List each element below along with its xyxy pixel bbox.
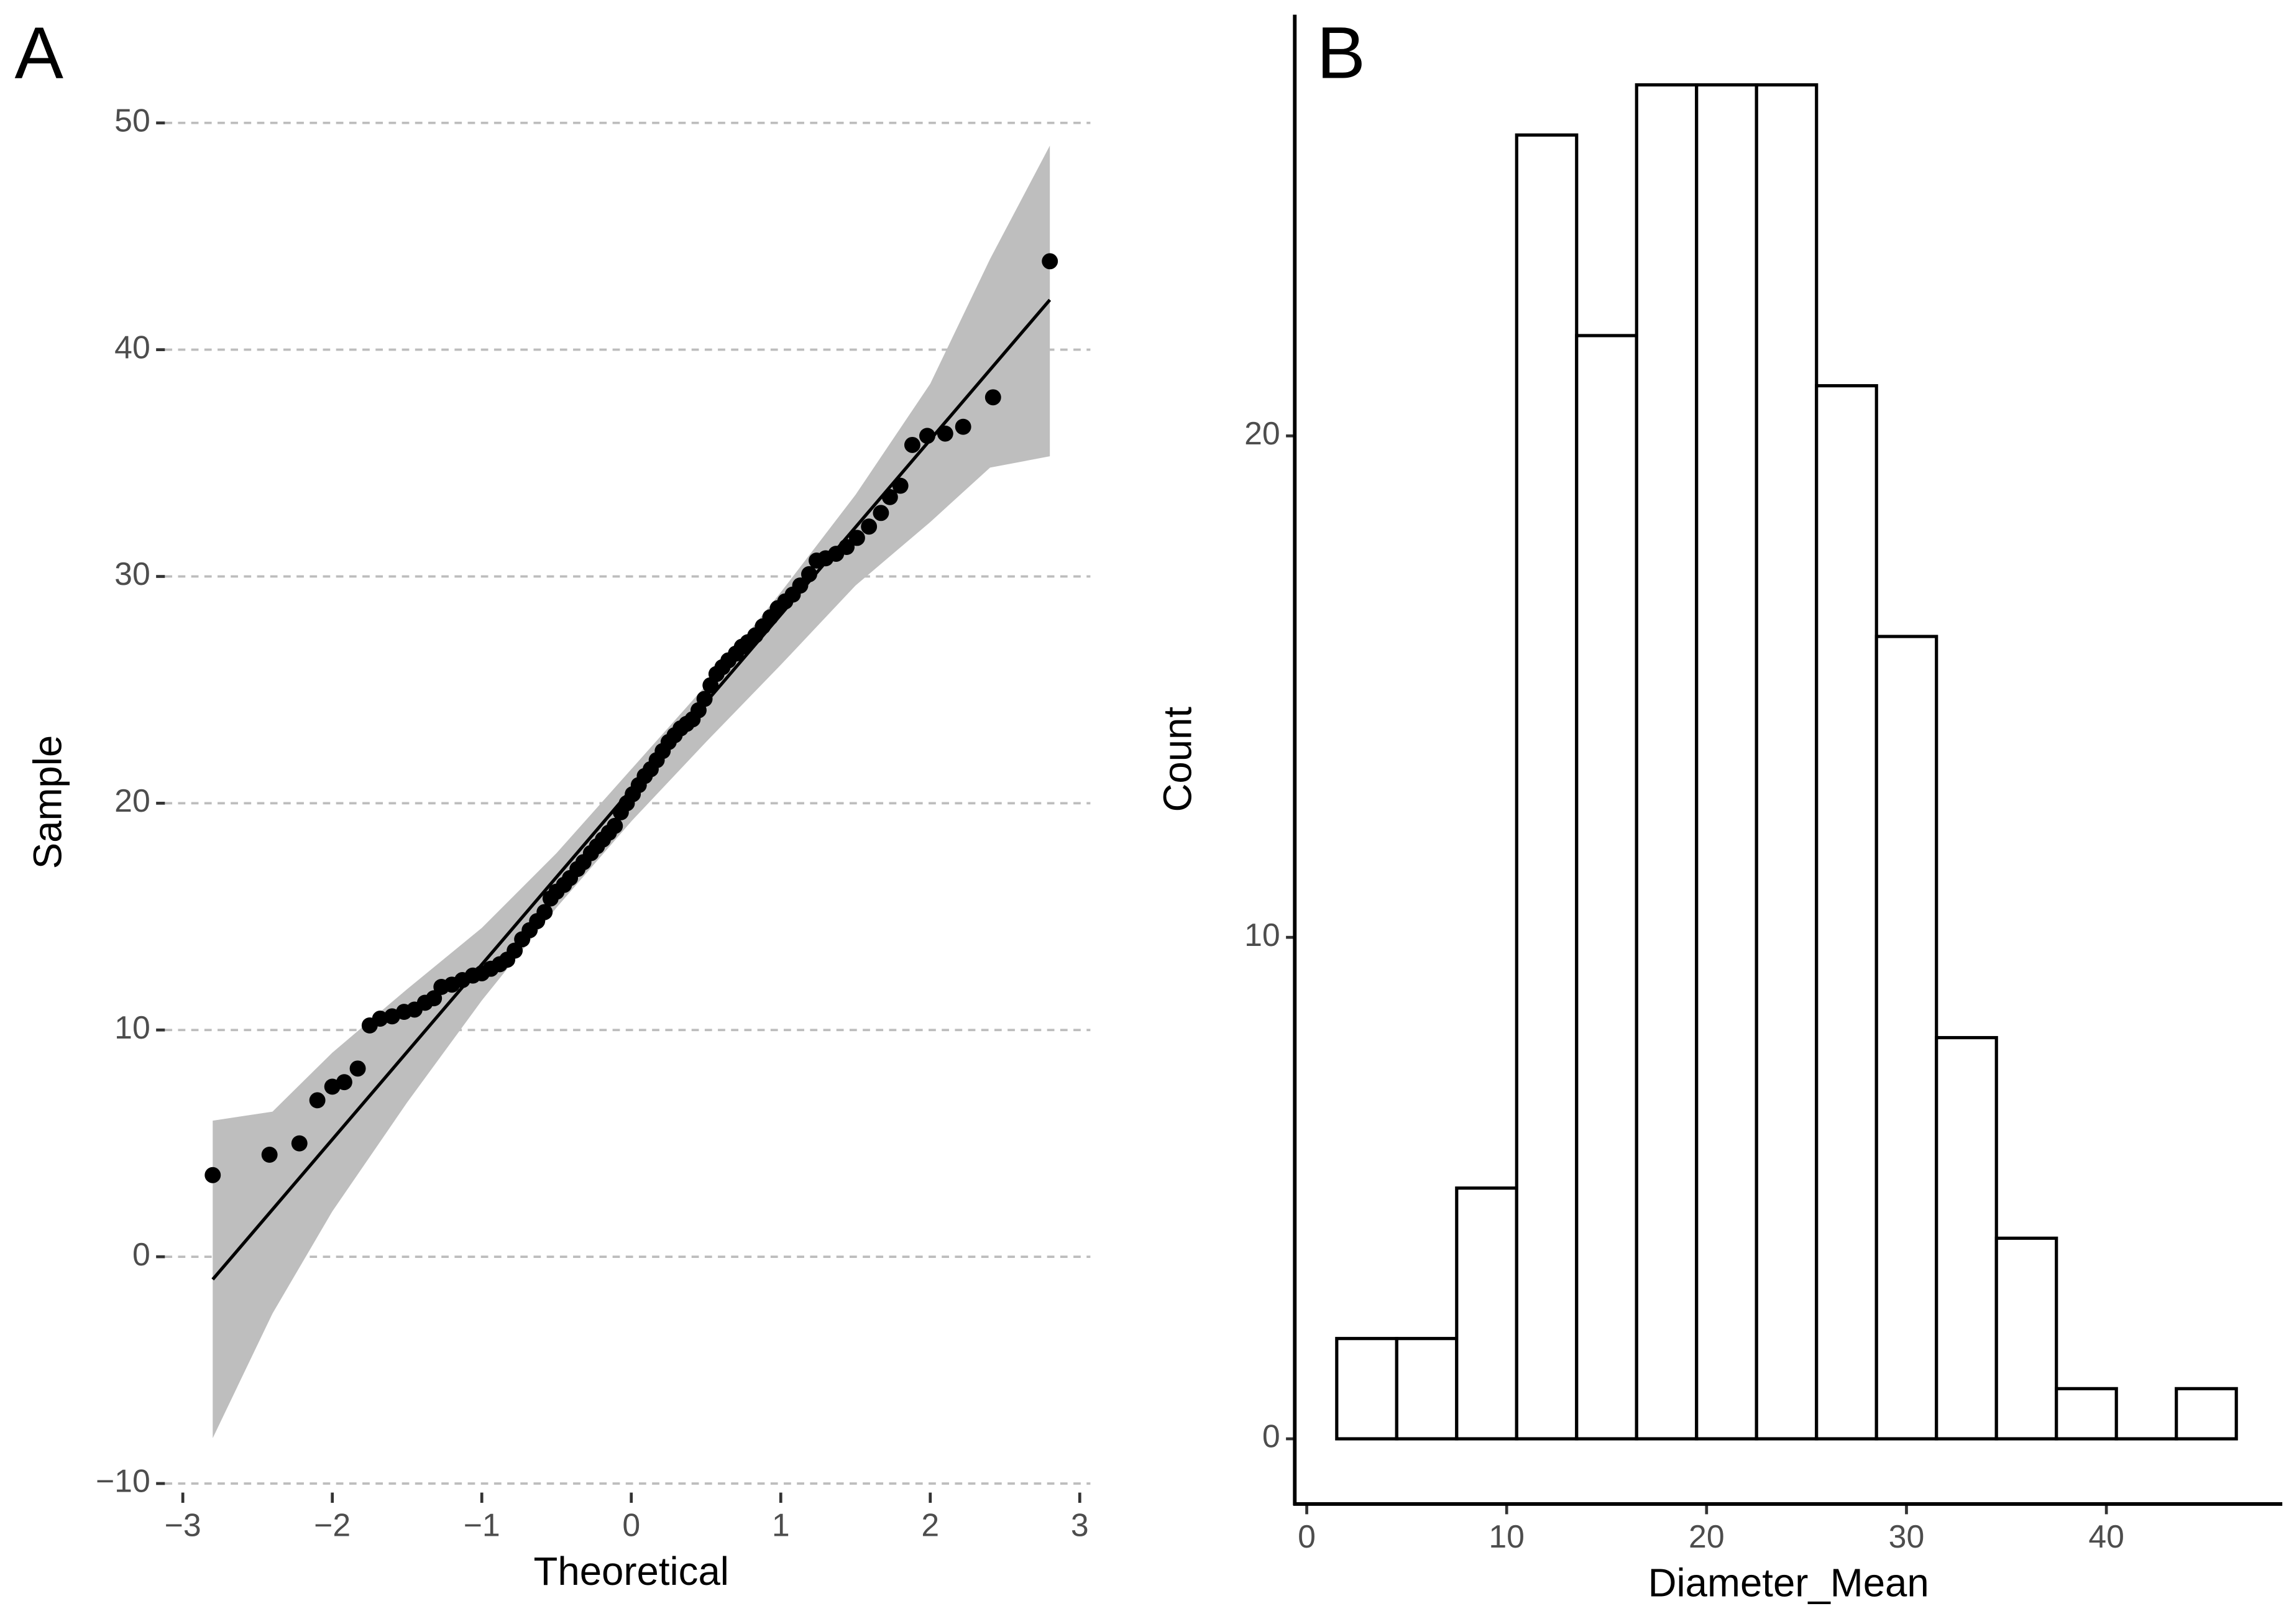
bar xyxy=(2055,1387,2118,1441)
x-tick-label: 0 xyxy=(1298,1518,1316,1554)
y-tick-label: 30 xyxy=(114,556,150,592)
point xyxy=(261,1146,278,1163)
bar xyxy=(1395,1337,1459,1441)
point xyxy=(873,505,889,521)
point xyxy=(919,428,935,444)
x-tick-label: −1 xyxy=(464,1507,500,1543)
point xyxy=(291,1135,308,1152)
bar xyxy=(1755,83,1819,1441)
bar xyxy=(1455,1186,1518,1441)
point xyxy=(349,1060,366,1077)
x-tick-label: 3 xyxy=(1071,1507,1089,1543)
panel-tag: A xyxy=(15,11,64,93)
bar xyxy=(1815,384,1878,1441)
bar xyxy=(1935,1035,1998,1441)
y-tick-label: 10 xyxy=(114,1009,150,1045)
point xyxy=(838,539,855,556)
y-tick-label: 10 xyxy=(1244,917,1280,953)
point xyxy=(336,1074,352,1091)
point xyxy=(984,389,1001,406)
x-tick-label: 30 xyxy=(1889,1518,1925,1554)
x-tick-label: −3 xyxy=(165,1507,201,1543)
y-tick-label: 0 xyxy=(132,1236,150,1272)
point xyxy=(426,990,443,1007)
bar xyxy=(2175,1387,2238,1441)
y-axis-label: Sample xyxy=(25,735,70,869)
point xyxy=(892,477,909,494)
point xyxy=(801,566,817,582)
point xyxy=(955,418,971,435)
y-tick-label: 20 xyxy=(114,782,150,819)
point xyxy=(507,942,523,959)
y-tick-label: −10 xyxy=(96,1463,150,1499)
y-tick-label: 50 xyxy=(114,102,150,138)
x-tick-label: 40 xyxy=(2088,1518,2124,1554)
point xyxy=(607,817,623,834)
point xyxy=(204,1167,221,1183)
bar xyxy=(1695,83,1758,1441)
x-tick-label: 0 xyxy=(622,1507,640,1543)
point xyxy=(536,904,553,920)
point xyxy=(904,436,920,453)
x-tick-label: 1 xyxy=(772,1507,790,1543)
y-axis-label: Count xyxy=(1155,707,1200,812)
point xyxy=(937,425,953,442)
bar xyxy=(1515,133,1579,1441)
bar xyxy=(1335,1337,1398,1441)
x-axis-label: Diameter_Mean xyxy=(1648,1561,1929,1605)
y-tick-label: 0 xyxy=(1262,1418,1280,1454)
x-axis-label: Theoretical xyxy=(534,1549,729,1594)
bar xyxy=(1874,635,1938,1441)
x-tick-label: 10 xyxy=(1489,1518,1525,1554)
y-tick-label: 40 xyxy=(114,329,150,365)
x-tick-label: −2 xyxy=(314,1507,351,1543)
x-tick-label: 20 xyxy=(1689,1518,1725,1554)
y-tick-label: 20 xyxy=(1244,415,1280,451)
point xyxy=(881,489,898,505)
bar xyxy=(1994,1236,2058,1441)
point xyxy=(861,518,878,535)
panel-tag: B xyxy=(1317,11,1366,93)
point xyxy=(792,577,809,594)
point xyxy=(696,690,713,707)
bar xyxy=(1635,83,1699,1441)
point xyxy=(309,1092,326,1109)
bar xyxy=(1575,334,1638,1441)
point xyxy=(372,1011,388,1027)
point xyxy=(1042,253,1058,270)
x-tick-label: 2 xyxy=(921,1507,939,1543)
point xyxy=(848,530,865,546)
